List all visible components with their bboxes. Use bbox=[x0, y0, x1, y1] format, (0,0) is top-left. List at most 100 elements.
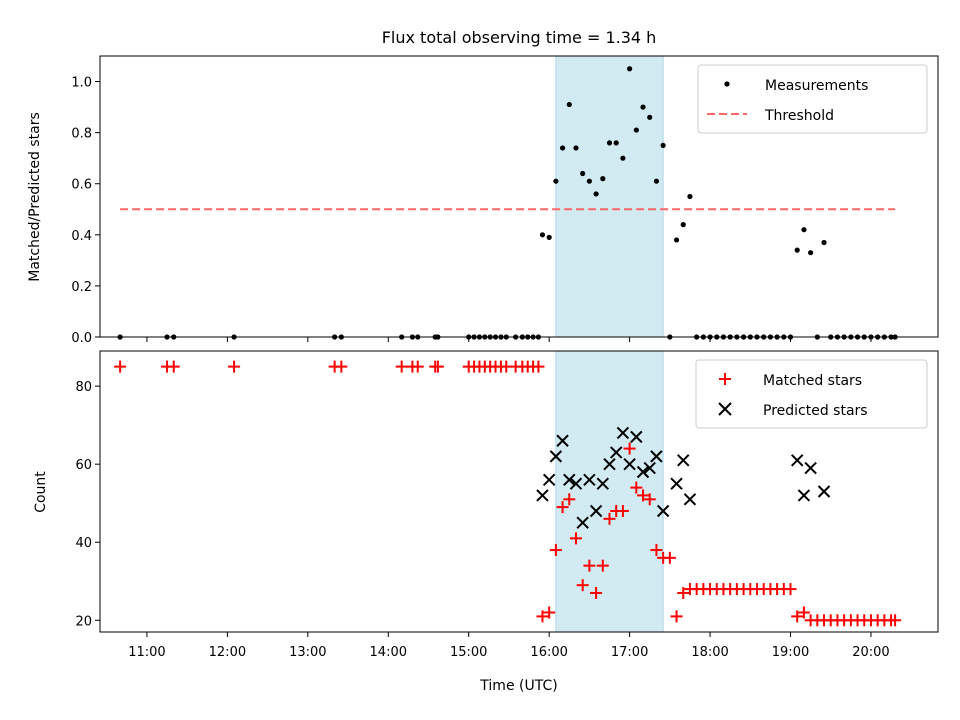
measurement-point bbox=[627, 66, 633, 72]
legend-matched-marker bbox=[719, 373, 731, 385]
measurement-point bbox=[647, 114, 653, 120]
y-tick-label: 0.4 bbox=[71, 229, 92, 244]
predicted-star-point bbox=[603, 457, 616, 471]
predicted-star-point bbox=[549, 450, 563, 463]
measurement-point bbox=[539, 232, 546, 238]
measurement-point bbox=[546, 234, 552, 240]
matched-star-point bbox=[228, 360, 241, 373]
ratio-legend: Measurements Threshold bbox=[697, 64, 928, 134]
matched-star-point bbox=[616, 505, 629, 518]
y-tick-label: 0.6 bbox=[71, 178, 92, 193]
legend-predicted-label: Predicted stars bbox=[763, 403, 868, 419]
matched-star-point bbox=[395, 360, 408, 373]
measurement-point bbox=[613, 140, 619, 146]
predicted-star-point bbox=[630, 430, 643, 444]
x-tick-label: 16:00 bbox=[530, 645, 567, 660]
ratio-y-ticks: 0.0 0.2 0.4 0.6 0.8 1.0 bbox=[71, 76, 100, 346]
matched-star-point bbox=[335, 360, 348, 373]
measurement-point bbox=[559, 145, 566, 151]
ratio-highlight-band bbox=[555, 55, 664, 338]
matched-star-point bbox=[563, 493, 576, 506]
x-tick-label: 12:00 bbox=[209, 645, 246, 660]
measurement-point bbox=[553, 178, 559, 184]
matched-star-point bbox=[630, 481, 643, 494]
matched-star-point bbox=[167, 360, 180, 373]
matched-star-point bbox=[677, 586, 690, 599]
legend-measurements-label: Measurements bbox=[765, 78, 868, 94]
measurement-point bbox=[586, 178, 592, 184]
measurement-point bbox=[653, 178, 660, 184]
matched-star-point bbox=[791, 610, 804, 623]
predicted-star-point bbox=[670, 477, 683, 490]
predicted-star-point bbox=[569, 477, 583, 490]
matched-star-point bbox=[431, 360, 444, 373]
predicted-star-point bbox=[636, 465, 650, 479]
matched-star-point bbox=[549, 544, 562, 557]
x-tick-label: 19:00 bbox=[772, 645, 809, 660]
ratio-plot-frame bbox=[99, 55, 939, 338]
predicted-star-point bbox=[563, 473, 576, 486]
measurement-point bbox=[808, 250, 814, 256]
matched-star-point bbox=[576, 579, 589, 592]
y-tick-label: 0.2 bbox=[71, 280, 92, 295]
matched-star-point bbox=[670, 610, 683, 623]
predicted-star-point bbox=[623, 457, 636, 471]
predicted-star-point bbox=[817, 485, 831, 498]
predicted-star-point bbox=[576, 516, 589, 529]
matched-star-point bbox=[536, 610, 549, 623]
ratio-y-axis-label: Matched/Predicted stars bbox=[27, 112, 43, 282]
measurement-point bbox=[660, 142, 666, 149]
x-tick-label: 20:00 bbox=[852, 645, 889, 660]
predicted-star-point bbox=[804, 461, 817, 475]
y-tick-label: 0.8 bbox=[71, 127, 92, 142]
count-points-layer bbox=[114, 360, 902, 627]
measurement-point bbox=[640, 104, 646, 110]
matched-star-point bbox=[643, 493, 656, 506]
measurement-point bbox=[794, 247, 800, 253]
matched-star-point bbox=[114, 360, 127, 373]
predicted-star-point bbox=[656, 504, 670, 518]
matched-star-point bbox=[411, 360, 424, 373]
predicted-star-point bbox=[536, 489, 549, 502]
y-tick-label: 20 bbox=[75, 614, 92, 629]
measurement-point bbox=[566, 101, 572, 108]
matched-star-point bbox=[623, 442, 636, 455]
measurement-point bbox=[680, 222, 686, 228]
matched-star-point bbox=[532, 360, 545, 373]
y-tick-label: 40 bbox=[75, 536, 92, 551]
y-tick-label: 80 bbox=[75, 380, 92, 395]
predicted-star-point bbox=[683, 493, 697, 506]
matched-star-point bbox=[889, 614, 902, 627]
measurement-point bbox=[573, 145, 579, 151]
predicted-star-point bbox=[650, 450, 663, 463]
matched-star-point bbox=[650, 544, 663, 557]
legend-predicted-marker bbox=[718, 402, 732, 416]
predicted-star-point bbox=[556, 434, 569, 447]
measurement-point bbox=[633, 127, 639, 133]
x-axis-label: Time (UTC) bbox=[479, 678, 557, 694]
predicted-star-point bbox=[589, 504, 603, 518]
y-tick-label: 0.0 bbox=[71, 331, 92, 346]
count-x-ticks: 11:00 12:00 13:00 14:00 15:00 16:00 17:00 18:00… bbox=[128, 632, 890, 660]
measurement-point bbox=[673, 237, 680, 243]
matched-star-point bbox=[543, 606, 556, 619]
measurement-point bbox=[580, 170, 586, 177]
matched-star-point bbox=[603, 512, 616, 525]
predicted-star-point bbox=[643, 461, 656, 475]
predicted-star-point bbox=[610, 446, 623, 459]
measurement-point bbox=[620, 155, 626, 161]
x-tick-label: 18:00 bbox=[691, 645, 728, 660]
matched-star-point bbox=[784, 583, 797, 596]
matched-star-point bbox=[637, 489, 650, 502]
legend-threshold-label: Threshold bbox=[764, 108, 834, 124]
count-legend: Matched stars Predicted stars bbox=[695, 359, 928, 429]
measurement-point bbox=[801, 227, 807, 233]
chart-title: Flux total observing time = 1.34 h bbox=[382, 28, 657, 47]
predicted-star-point bbox=[583, 473, 596, 486]
count-plot-frame bbox=[99, 350, 939, 633]
matched-star-point bbox=[797, 606, 810, 619]
matched-star-point bbox=[583, 559, 596, 572]
matched-star-point bbox=[569, 532, 582, 545]
count-y-ticks: 20 40 60 80 bbox=[75, 380, 100, 629]
y-tick-label: 60 bbox=[75, 458, 92, 473]
